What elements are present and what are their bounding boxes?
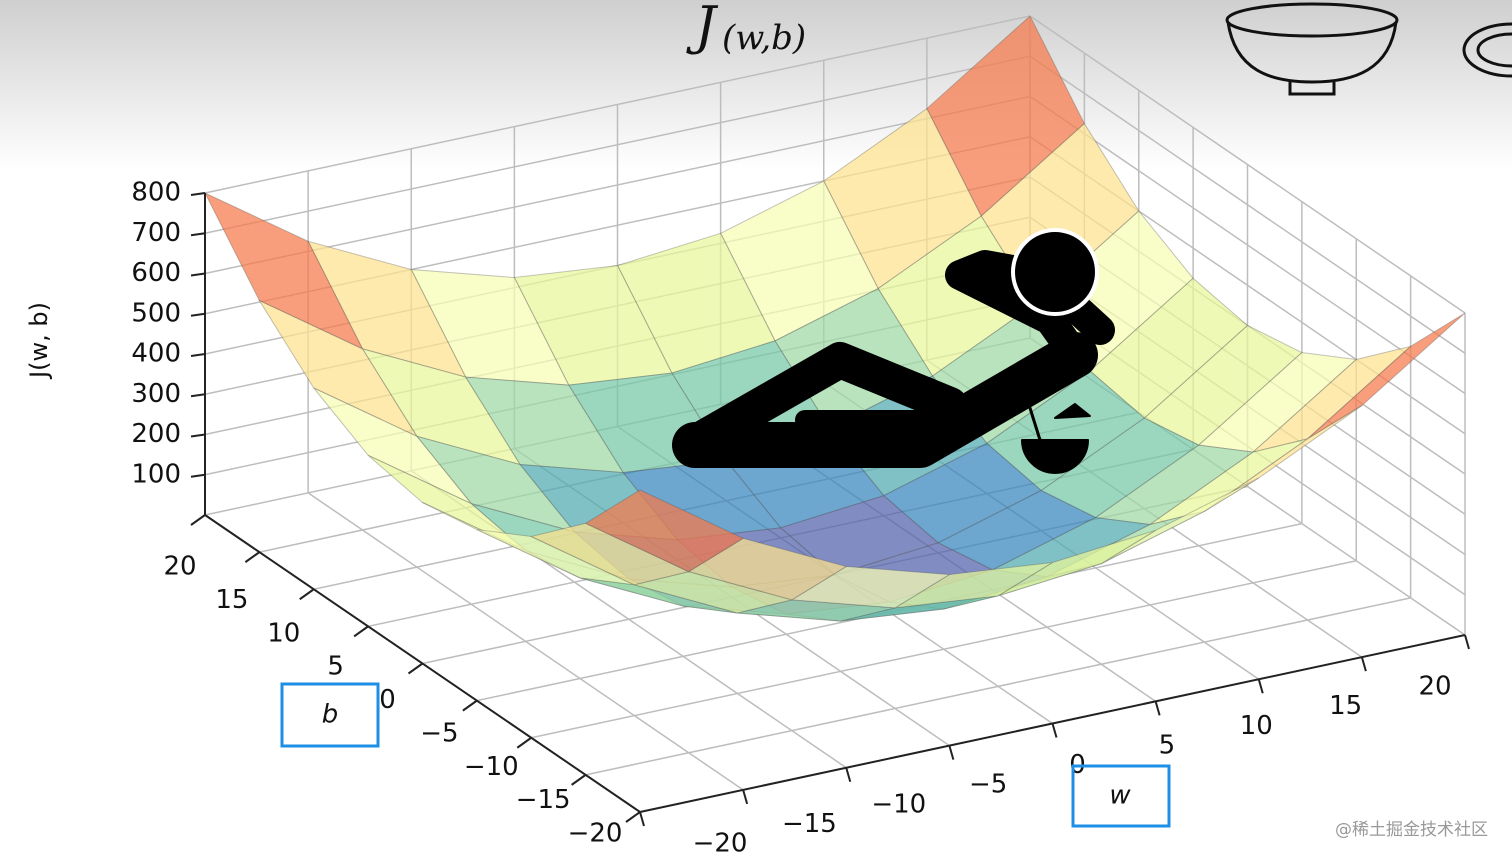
y-axis-label: b	[322, 700, 339, 730]
tick-mark	[353, 625, 369, 638]
x-tick-label: 5	[1159, 730, 1176, 760]
surface-patch	[1252, 345, 1411, 453]
y-tick-label: 15	[215, 585, 248, 615]
tick-mark	[845, 767, 852, 783]
x-tick-label: −10	[871, 789, 926, 819]
x-tick-label: 10	[1240, 711, 1273, 741]
z-tick-label: 100	[131, 459, 181, 489]
z-tick-label: 300	[131, 379, 181, 409]
tick-mark	[299, 588, 315, 601]
y-tick-label: 0	[379, 685, 396, 715]
tick-mark	[948, 745, 955, 760]
tick-mark	[1051, 723, 1058, 738]
chart-title-subscript: (w,b)	[722, 18, 806, 58]
z-tick-label: 500	[131, 298, 181, 328]
surface-patch	[634, 571, 793, 614]
top-shade	[0, 0, 1512, 170]
grid-line	[204, 55, 1031, 234]
y-tick-label: −5	[420, 718, 458, 748]
surface-patch	[1089, 277, 1249, 419]
highlight-box	[1071, 764, 1171, 828]
grid-line	[1029, 15, 1466, 314]
y-tick-label: 20	[163, 552, 196, 582]
tick-mark	[190, 353, 206, 357]
grid-line	[1029, 55, 1466, 354]
y-tick-label: 10	[267, 618, 300, 648]
x-tick-label: −20	[693, 829, 748, 859]
surface-patch	[616, 232, 776, 374]
y-tick-label: −15	[516, 785, 571, 815]
z-tick-label: 400	[131, 339, 181, 369]
relaxing-figure	[672, 228, 1115, 474]
tick-mark	[462, 699, 478, 712]
tick-mark	[742, 789, 749, 805]
z-tick-label: 200	[131, 419, 181, 449]
y-tick-label: 5	[327, 652, 344, 682]
watermark: @稀土掘金技术社区	[1335, 820, 1488, 840]
tick-mark	[190, 232, 206, 237]
tick-mark	[244, 551, 260, 563]
x-tick-label: 20	[1418, 672, 1451, 702]
z-tick-label: 800	[131, 178, 181, 208]
grid-line	[1029, 95, 1466, 395]
highlight-box	[280, 682, 380, 748]
tick-mark	[1360, 656, 1367, 672]
tick-mark	[625, 811, 641, 823]
tick-mark	[190, 514, 206, 526]
surface-patch	[584, 489, 745, 573]
z-tick-label: 700	[131, 218, 181, 248]
x-axis-label: w	[1109, 781, 1131, 811]
z-axis-label: J(w, b)	[25, 302, 53, 380]
surface-patch	[1204, 405, 1363, 512]
tick-mark	[190, 192, 206, 196]
grid-line	[585, 597, 1411, 776]
bowl-icons	[1225, 2, 1512, 96]
tick-mark	[190, 473, 206, 478]
tick-mark	[571, 774, 587, 786]
tick-mark	[639, 811, 645, 827]
x-tick-label: −5	[969, 770, 1007, 800]
grid-line	[204, 15, 1031, 194]
x-tick-label: −15	[782, 809, 837, 839]
tick-mark	[407, 662, 424, 675]
tick-mark	[1464, 634, 1470, 650]
tick-mark	[516, 736, 532, 749]
grid-line	[531, 560, 1357, 739]
surface-layer	[203, 15, 1466, 622]
x-tick-label: 15	[1329, 691, 1362, 721]
tick-mark	[190, 433, 206, 438]
tick-mark	[190, 393, 206, 398]
tick-mark	[1257, 678, 1264, 694]
tick-mark	[190, 312, 206, 317]
tick-mark	[1154, 701, 1161, 716]
z-tick-label: 600	[131, 258, 181, 288]
y-tick-label: −10	[464, 752, 519, 782]
y-tick-label: −20	[568, 819, 623, 849]
tick-mark	[190, 272, 206, 277]
grid-line	[204, 95, 1031, 275]
axes-layer: 100200300400500600700800−20−15−10−505101…	[131, 178, 1470, 859]
surface-patch	[307, 240, 467, 378]
